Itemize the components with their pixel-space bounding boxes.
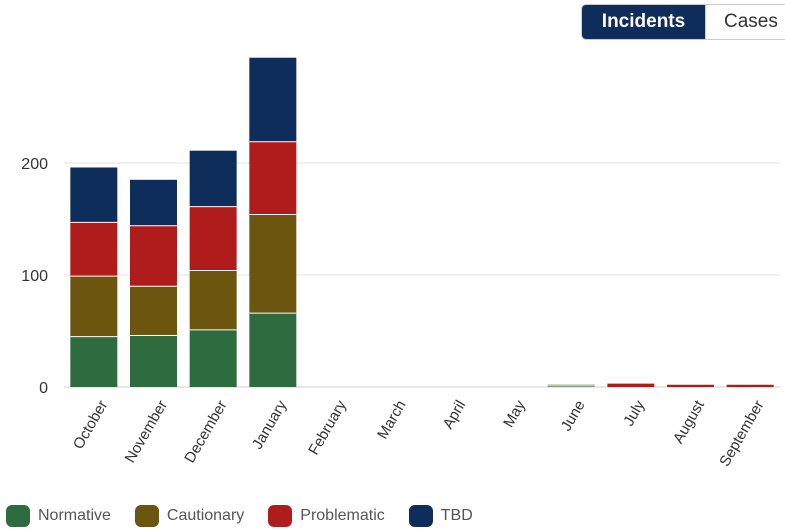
legend-item-problematic[interactable]: Problematic [268,505,385,527]
bar-segment-cautionary-october[interactable] [70,276,118,337]
legend-label: Normative [38,507,111,524]
bar-segment-problematic-october[interactable] [70,222,118,277]
legend-swatch [134,505,159,527]
y-tick-label: 100 [21,268,48,285]
x-tick-label: August [670,397,708,447]
legend-item-normative[interactable]: Normative [6,505,111,527]
bar-segment-tbd-november[interactable] [130,179,177,226]
bar-segment-tbd-october[interactable] [70,167,118,223]
legend-swatch [408,505,433,527]
x-tick-label: July [620,397,648,429]
bar-segment-problematic-november[interactable] [130,225,177,287]
bar-segment-problematic-january[interactable] [249,141,297,215]
cases-toggle-button[interactable]: Cases [705,5,785,39]
y-tick-label: 200 [21,156,48,173]
bar-segment-normative-november[interactable] [130,335,177,387]
bar-segment-tbd-january[interactable] [249,57,297,142]
x-tick-label: March [374,398,410,443]
x-tick-label: September [716,397,767,469]
bar-segment-normative-january[interactable] [249,313,297,387]
legend-swatch [6,505,30,527]
bar-segment-cautionary-june[interactable] [547,384,595,386]
legend-item-cautionary[interactable]: Cautionary [134,505,245,527]
x-tick-label: June [558,398,589,435]
chart-legend: Normative Cautionary Problematic TBD [6,505,497,527]
bar-segment-problematic-july[interactable] [607,383,655,387]
bar-segment-problematic-december[interactable] [189,206,237,271]
x-tick-label: February [305,397,350,458]
y-tick-label: 0 [39,380,48,397]
x-tick-label: November [122,398,171,466]
bar-segment-cautionary-january[interactable] [249,214,297,314]
stacked-bar-chart: 0 100 200 October November December January Feb… [21,57,780,470]
bar-segment-cautionary-november[interactable] [130,286,177,336]
bar-segment-problematic-september[interactable] [726,384,774,387]
x-tick-label: January [249,397,291,452]
legend-label: Problematic [300,507,385,524]
dataset-toggle: Incidents Cases [581,4,785,40]
bar-segment-normative-december[interactable] [189,329,237,387]
legend-item-tbd[interactable]: TBD [408,505,473,527]
legend-label: TBD [440,507,473,524]
x-tick-label: October [70,397,111,452]
bar-segment-normative-june[interactable] [547,385,595,387]
bar-segment-normative-october[interactable] [70,336,118,387]
legend-swatch [268,505,293,527]
bar-segment-tbd-december[interactable] [189,150,237,207]
x-tick-label: April [440,398,470,432]
x-tick-label: May [500,397,529,430]
incidents-toggle-button[interactable]: Incidents [582,5,705,39]
bar-segment-cautionary-december[interactable] [189,270,237,330]
legend-label: Cautionary [166,507,245,524]
bar-segment-problematic-august[interactable] [667,384,714,387]
x-tick-label: December [181,398,230,466]
